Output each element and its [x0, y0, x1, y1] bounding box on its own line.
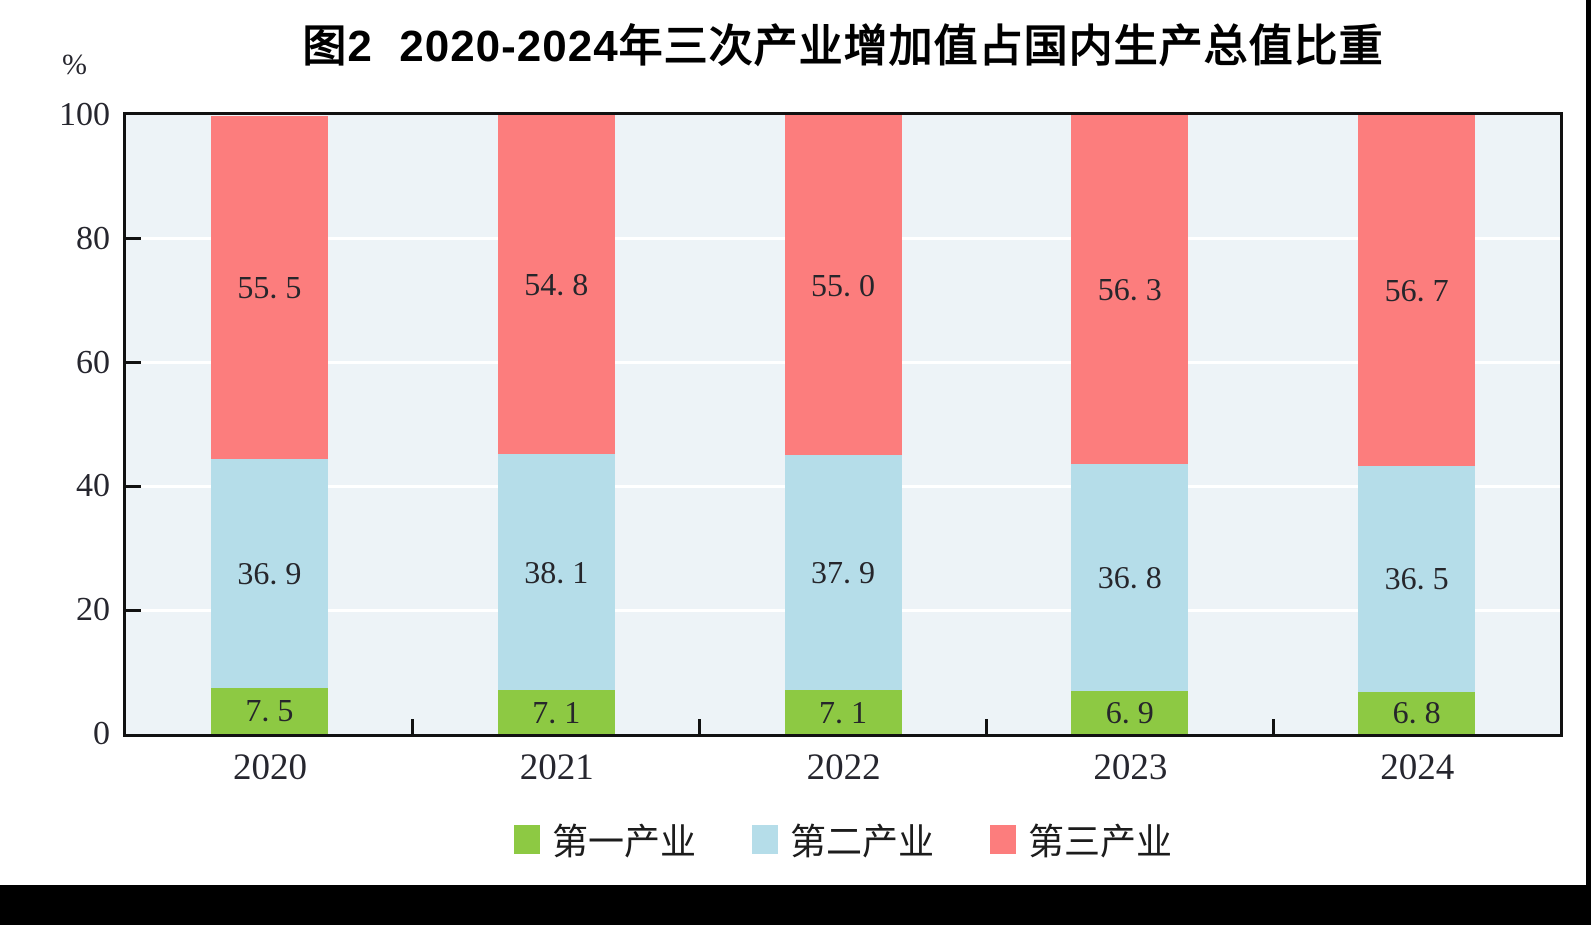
y-axis-tick-label: 80	[76, 219, 110, 257]
bar-segment: 55. 0	[784, 115, 902, 456]
y-axis-unit-label: %	[62, 48, 87, 81]
x-axis-category-label: 2024	[1380, 747, 1455, 788]
chart-title: 图2 2020-2024年三次产业增加值占国内生产总值比重	[302, 22, 1384, 71]
bar-value-label: 7. 5	[245, 692, 294, 729]
bar-value-label: 55. 0	[811, 266, 875, 303]
bar-value-label: 56. 7	[1384, 272, 1449, 308]
x-tick-mark	[698, 719, 702, 734]
stacked-bar-2022: 7. 1 37. 9 55. 0	[784, 115, 902, 734]
bar-segment: 7. 1	[497, 690, 615, 734]
legend-item: 第一产业	[513, 813, 696, 865]
y-axis-tick-label: 20	[76, 591, 110, 629]
bar-value-label: 37. 9	[811, 554, 875, 591]
y-tick-mark	[126, 361, 141, 365]
legend-label: 第三产业	[1028, 822, 1173, 862]
bar-value-label: 38. 1	[524, 553, 589, 590]
x-tick-mark	[984, 719, 988, 734]
bar-segment: 36. 5	[1358, 466, 1476, 692]
bar-value-label: 7. 1	[532, 693, 581, 730]
bar-segment: 55. 5	[210, 115, 328, 460]
window-right-border	[1586, 0, 1591, 925]
x-axis-category-label: 2023	[1093, 747, 1168, 788]
bar-value-label: 55. 5	[237, 268, 302, 305]
legend-label: 第二产业	[789, 822, 934, 862]
x-axis-category-label: 2022	[806, 747, 881, 788]
x-tick-mark	[411, 719, 415, 734]
stacked-bar-2024: 6. 8 36. 5 56. 7	[1358, 115, 1476, 734]
y-axis-tick-label: 60	[76, 343, 110, 381]
plot-area: 7. 5 36. 9 55. 5 7. 1 38. 1 54. 8 7. 1 37. 9 55.…	[123, 112, 1563, 737]
y-tick-mark	[126, 237, 141, 241]
bar-value-label: 36. 5	[1384, 560, 1449, 597]
bar-segment: 37. 9	[784, 455, 902, 691]
bar-segment: 7. 1	[784, 690, 902, 734]
legend-item: 第三产业	[990, 813, 1172, 865]
legend-swatch-icon	[990, 824, 1016, 854]
stacked-bar-2023: 6. 9 36. 8 56. 3	[1071, 115, 1189, 734]
legend-swatch-icon	[751, 824, 778, 854]
bar-segment: 56. 3	[1071, 115, 1189, 464]
bar-value-label: 36. 8	[1097, 558, 1162, 595]
bar-value-label: 7. 1	[819, 693, 867, 730]
y-tick-mark	[126, 608, 141, 612]
legend-item: 第二产业	[751, 813, 934, 865]
x-axis-category-label: 2021	[519, 747, 594, 788]
stacked-bar-2020: 7. 5 36. 9 55. 5	[210, 115, 328, 734]
window-bottom-border	[0, 885, 1591, 925]
bar-segment: 56. 7	[1358, 115, 1476, 466]
bar-value-label: 6. 9	[1105, 694, 1154, 731]
bar-value-label: 54. 8	[524, 266, 589, 303]
bar-segment: 6. 8	[1358, 691, 1476, 734]
bar-segment: 6. 9	[1071, 691, 1189, 734]
stacked-bar-2021: 7. 1 38. 1 54. 8	[497, 115, 615, 734]
bar-segment: 54. 8	[497, 115, 615, 455]
x-tick-mark	[1271, 719, 1275, 734]
bar-value-label: 36. 9	[237, 554, 302, 591]
y-tick-mark	[126, 484, 141, 488]
legend-label: 第一产业	[551, 822, 696, 862]
bar-segment: 36. 8	[1071, 463, 1189, 692]
y-axis-tick-label: 0	[93, 715, 110, 752]
y-axis-tick-label: 40	[76, 467, 110, 505]
x-axis-category-label: 2020	[233, 747, 307, 788]
bar-segment: 38. 1	[497, 454, 615, 691]
bar-value-label: 6. 8	[1392, 694, 1441, 731]
legend-swatch-icon	[513, 824, 540, 854]
bar-segment: 36. 9	[210, 459, 328, 688]
bar-value-label: 56. 3	[1097, 270, 1162, 307]
bar-segment: 7. 5	[210, 687, 328, 734]
chart-legend: 第一产业 第二产业 第三产业	[123, 818, 1563, 862]
y-axis-tick-label: 100	[59, 96, 110, 133]
